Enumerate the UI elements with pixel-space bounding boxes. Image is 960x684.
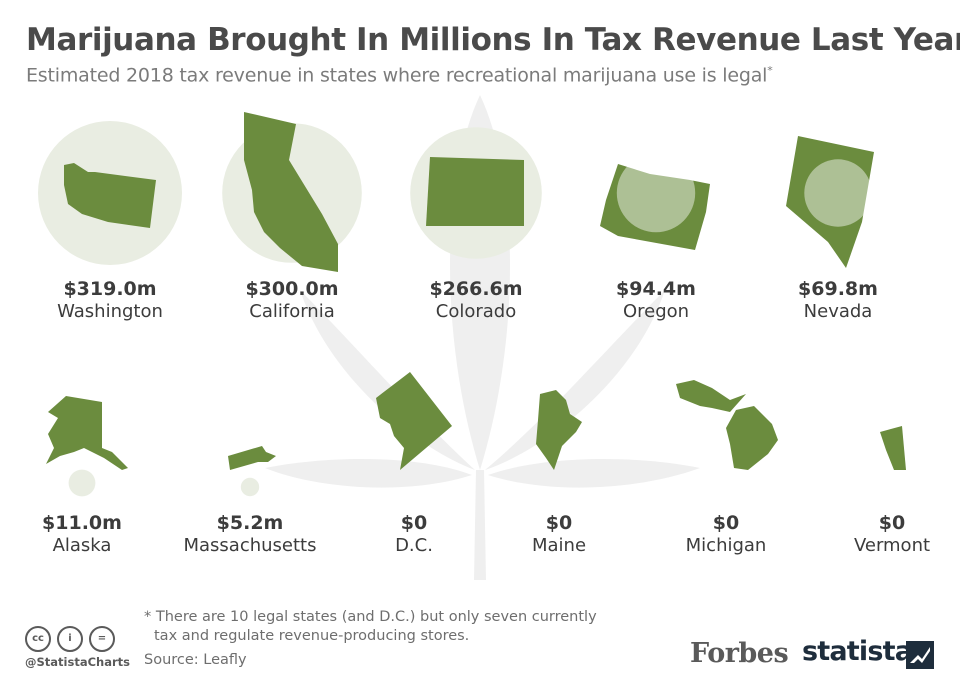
- state-label: California: [249, 301, 335, 322]
- state-shape-massachusetts: [228, 446, 276, 470]
- state-shape-colorado: [426, 157, 524, 226]
- value-label: $94.4m: [616, 278, 696, 300]
- value-label: $69.8m: [798, 278, 878, 300]
- value-label: $0: [400, 512, 428, 534]
- bubble-massachusetts: [240, 477, 260, 497]
- leaf-right-lower: [488, 458, 700, 488]
- footnote-line-2: tax and regulate revenue-producing store…: [154, 628, 470, 644]
- state-label: Colorado: [435, 301, 517, 322]
- subtitle-text: Estimated 2018 tax revenue in states whe…: [26, 64, 768, 87]
- state-shape-d-c-: [376, 372, 452, 470]
- value-label: $319.0m: [63, 278, 157, 300]
- statista-logo-icon: [906, 641, 934, 669]
- value-label: $0: [878, 512, 906, 534]
- state-label: Massachusetts: [183, 535, 317, 556]
- state-shape-oregon: [600, 164, 710, 250]
- state-shape-alaska: [46, 396, 128, 470]
- state-label: D.C.: [395, 535, 433, 556]
- state-label: Vermont: [853, 535, 931, 556]
- value-label: $0: [712, 512, 740, 534]
- chart-title: Marijuana Brought In Millions In Tax Rev…: [26, 22, 960, 58]
- value-label: $0: [545, 512, 573, 534]
- footnote: * There are 10 legal states (and D.C.) b…: [144, 608, 597, 646]
- by-icon: i: [57, 626, 83, 652]
- footnote-line-1: * There are 10 legal states (and D.C.) b…: [144, 609, 597, 625]
- state-label: Washington: [57, 301, 163, 322]
- value-label: $300.0m: [245, 278, 339, 300]
- state-shape-maine: [536, 390, 582, 470]
- source-note: Source: Leafly: [144, 652, 247, 668]
- state-label: Alaska: [52, 535, 112, 556]
- state-shape-california: [244, 112, 338, 272]
- nd-icon: =: [89, 626, 115, 652]
- leaf-left-lower: [265, 458, 472, 488]
- state-label: Oregon: [622, 301, 690, 322]
- chart-subtitle: Estimated 2018 tax revenue in states whe…: [26, 64, 773, 86]
- state-shape-michigan: [676, 380, 778, 470]
- value-label: $5.2m: [216, 512, 284, 534]
- cc-icon: cc: [25, 626, 51, 652]
- value-label: $266.6m: [429, 278, 523, 300]
- leaf-left-upper: [300, 290, 475, 470]
- statista-logo: statista: [802, 636, 913, 667]
- bubble-oregon: [616, 153, 696, 233]
- subtitle-asterisk: *: [767, 64, 773, 77]
- state-label: Nevada: [803, 301, 873, 322]
- statista-handle: @StatistaCharts: [25, 655, 130, 669]
- state-shape-nevada: [786, 136, 874, 268]
- leaf-stem: [474, 470, 486, 580]
- state-label: Maine: [531, 535, 587, 556]
- state-shape-washington: [64, 163, 156, 228]
- state-shape-vermont: [880, 426, 906, 470]
- value-label: $11.0m: [42, 512, 122, 534]
- state-label: Michigan: [685, 535, 767, 556]
- bubble-alaska: [68, 469, 96, 497]
- forbes-logo: Forbes: [690, 638, 789, 669]
- bubble-nevada: [804, 159, 872, 227]
